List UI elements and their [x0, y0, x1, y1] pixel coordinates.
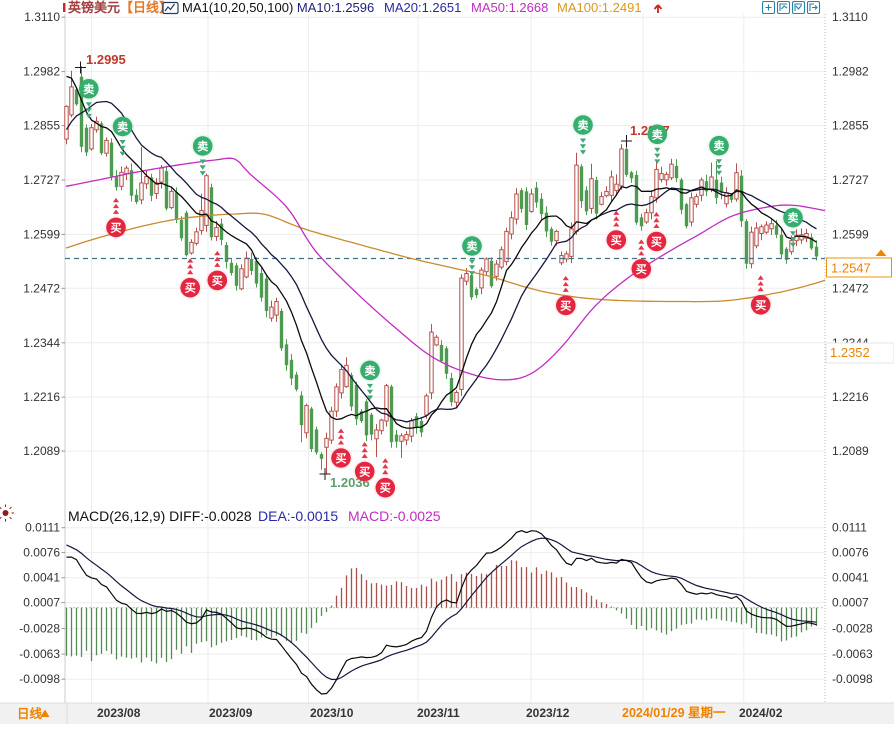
svg-text:1.2727: 1.2727	[832, 173, 869, 187]
svg-text:-0.0098: -0.0098	[19, 672, 60, 686]
svg-text:卖: 卖	[788, 211, 799, 225]
svg-text:卖: 卖	[714, 139, 725, 153]
svg-text:-0.0028: -0.0028	[19, 622, 60, 636]
svg-text:1.2216: 1.2216	[832, 390, 869, 404]
svg-text:1.2344: 1.2344	[23, 336, 60, 350]
svg-text:0.0041: 0.0041	[23, 571, 60, 585]
svg-text:1.2089: 1.2089	[23, 444, 60, 458]
svg-text:1.2216: 1.2216	[23, 390, 60, 404]
svg-text:2023/08: 2023/08	[97, 706, 141, 720]
svg-text:买: 买	[755, 299, 766, 312]
svg-text:MA100:1.2491: MA100:1.2491	[557, 0, 642, 15]
svg-text:买: 买	[380, 482, 391, 495]
svg-text:日线: 日线	[17, 706, 43, 721]
svg-text:2023/10: 2023/10	[310, 706, 354, 720]
svg-text:1.2982: 1.2982	[832, 65, 869, 79]
svg-text:0.0076: 0.0076	[832, 546, 869, 560]
svg-text:1.2352: 1.2352	[830, 345, 870, 360]
svg-text:1.3110: 1.3110	[24, 10, 60, 24]
svg-text:1.2599: 1.2599	[832, 227, 869, 241]
svg-text:2024/02: 2024/02	[739, 706, 783, 720]
svg-text:MA20:1.2651: MA20:1.2651	[384, 0, 461, 15]
svg-text:MACD(26,12,9) DIFF:-0.0028: MACD(26,12,9) DIFF:-0.0028	[68, 508, 252, 524]
svg-text:-0.0028: -0.0028	[832, 622, 873, 636]
svg-text:1.2599: 1.2599	[23, 227, 60, 241]
svg-text:买: 买	[336, 452, 347, 465]
svg-text:卖: 卖	[467, 239, 478, 253]
svg-text:买: 买	[111, 221, 122, 234]
svg-text:DEA:-0.0015: DEA:-0.0015	[258, 508, 338, 524]
svg-text:2023/11: 2023/11	[417, 706, 460, 720]
svg-text:1.2855: 1.2855	[832, 119, 869, 133]
svg-text:卖: 卖	[117, 120, 128, 134]
svg-text:1.2089: 1.2089	[832, 444, 869, 458]
svg-text:1.2547: 1.2547	[831, 261, 871, 276]
svg-text:0.0111: 0.0111	[25, 521, 60, 535]
svg-text:买: 买	[611, 234, 622, 247]
svg-text:买: 买	[560, 299, 571, 312]
svg-text:英镑美元【日线】: 英镑美元【日线】	[67, 0, 172, 15]
svg-text:0.0007: 0.0007	[832, 596, 869, 610]
svg-text:买: 买	[636, 263, 647, 276]
svg-text:0.0007: 0.0007	[23, 596, 60, 610]
svg-text:-0.0063: -0.0063	[832, 647, 873, 661]
svg-text:MA1(10,20,50,100) MA10:1.2596: MA1(10,20,50,100) MA10:1.2596	[182, 0, 374, 15]
svg-text:MA50:1.2668: MA50:1.2668	[471, 0, 548, 15]
svg-text:1.2995: 1.2995	[86, 52, 126, 67]
svg-text:0.0041: 0.0041	[832, 571, 869, 585]
svg-text:1.3110: 1.3110	[832, 10, 868, 24]
svg-text:-0.0063: -0.0063	[19, 647, 60, 661]
svg-text:MACD:-0.0025: MACD:-0.0025	[348, 508, 441, 524]
svg-text:2023/12: 2023/12	[526, 706, 570, 720]
svg-text:卖: 卖	[197, 139, 208, 153]
svg-text:卖: 卖	[365, 363, 376, 377]
svg-text:买: 买	[212, 274, 223, 287]
svg-text:0.0111: 0.0111	[832, 521, 867, 535]
svg-text:1.2855: 1.2855	[23, 119, 60, 133]
svg-text:1.2472: 1.2472	[23, 281, 60, 295]
svg-text:1.2727: 1.2727	[23, 173, 60, 187]
svg-text:-0.0098: -0.0098	[832, 672, 873, 686]
svg-text:1.2472: 1.2472	[832, 281, 869, 295]
svg-text:2023/09: 2023/09	[209, 706, 253, 720]
svg-text:卖: 卖	[83, 82, 94, 96]
svg-text:1.2982: 1.2982	[23, 65, 60, 79]
svg-text:0.0076: 0.0076	[23, 546, 60, 560]
svg-text:卖: 卖	[652, 127, 663, 141]
svg-text:买: 买	[185, 282, 196, 295]
svg-text:卖: 卖	[578, 118, 589, 132]
svg-text:买: 买	[359, 466, 370, 479]
svg-text:2024/01/29 星期一: 2024/01/29 星期一	[622, 705, 726, 720]
svg-text:买: 买	[651, 236, 662, 249]
